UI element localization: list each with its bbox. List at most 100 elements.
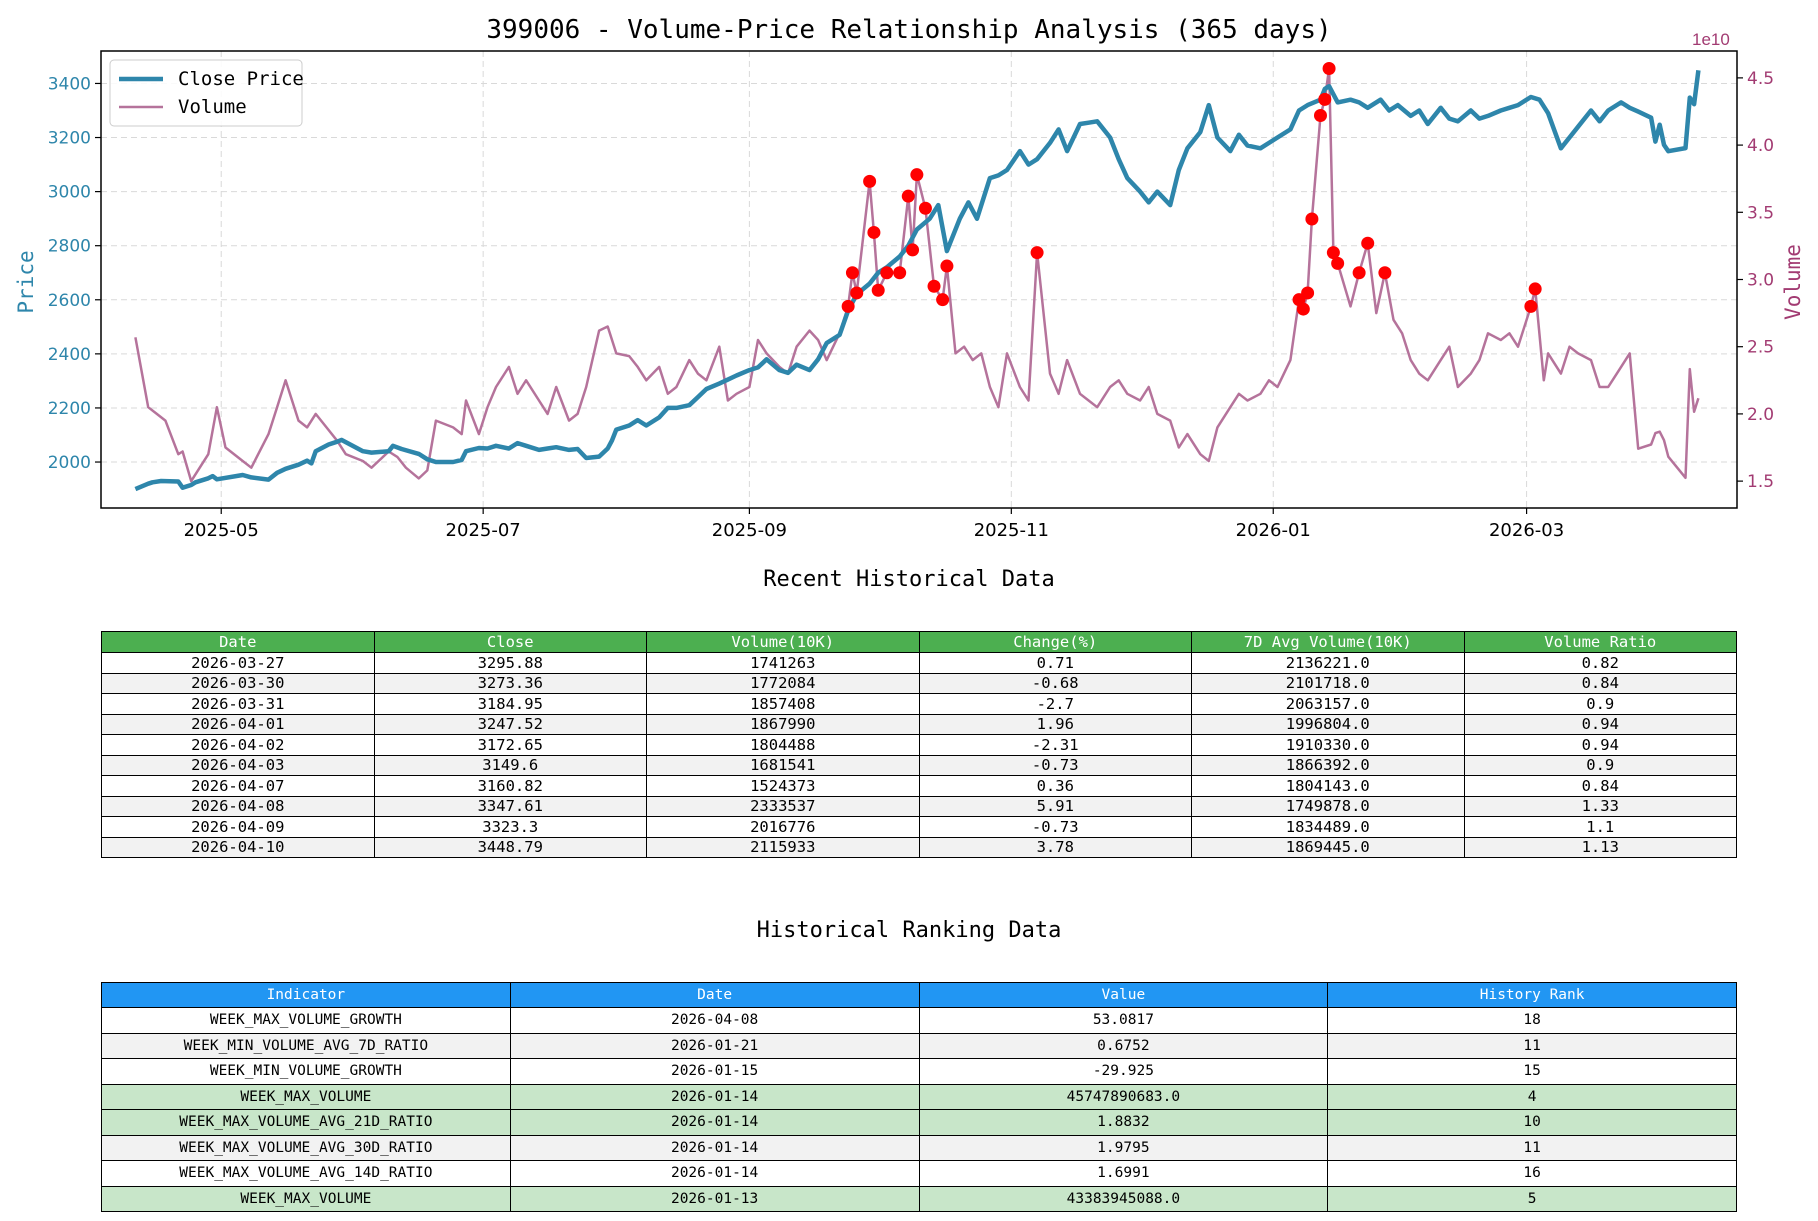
chart-title: 399006 - Volume-Price Relationship Analy… [486,15,1331,45]
table-row: WEEK_MAX_VOLUME_AVG_21D_RATIO 2026-01-14 1… [101,1109,1737,1136]
table-cell: 2026-04-02 [101,734,375,756]
table-row: 2026-03-31 3184.95 1857408 -2.7 2063157.0 0.9 [101,693,1737,715]
volume-spike-marker [893,266,907,280]
table-cell: -0.73 [918,754,1192,776]
table-row: WEEK_MAX_VOLUME 2026-01-14 45747890683.0 4 [101,1083,1737,1110]
table-cell: 1.33 [1463,795,1737,817]
table-cell: 2026-04-09 [101,816,375,838]
volume-tick-label: 4.5 [1747,69,1774,89]
ranking-data-table: Indicator Date Value History Rank WEEK_MAX_… [101,982,1737,1212]
plot-frame [100,50,1738,509]
table-cell: 1.96 [918,713,1192,735]
price-tick-label: 2400 [48,345,91,365]
table-row: 2026-04-07 3160.82 1524373 0.36 1804143.0 0.8… [101,775,1737,797]
table-cell: 0.94 [1463,713,1737,735]
table-cell: WEEK_MAX_VOLUME_GROWTH [101,1007,511,1034]
table-row: WEEK_MAX_VOLUME_AVG_30D_RATIO 2026-01-14 1… [101,1134,1737,1161]
table-cell: 2026-03-27 [101,652,375,674]
table-cell: 1869445.0 [1191,836,1465,858]
table-cell: 3149.6 [373,754,647,776]
column-header: 7D Avg Volume(10K) [1191,631,1465,653]
table-cell: 2026-01-15 [509,1058,920,1085]
table-cell: 3448.79 [373,836,647,858]
table-cell: 1866392.0 [1191,754,1465,776]
table-cell: 1804143.0 [1191,775,1465,797]
table-cell: WEEK_MAX_VOLUME_AVG_21D_RATIO [101,1109,511,1136]
table-cell: 2026-01-14 [509,1160,920,1187]
price-tick-label: 2200 [48,399,91,419]
table-row: WEEK_MAX_VOLUME_AVG_14D_RATIO 2026-01-14 1… [101,1160,1737,1187]
table-cell: 16 [1327,1160,1737,1187]
table-cell: 1.13 [1463,836,1737,858]
table-cell: 1857408 [646,693,920,715]
table-cell: WEEK_MIN_VOLUME_AVG_7D_RATIO [101,1032,511,1059]
table-cell: WEEK_MAX_VOLUME_AVG_14D_RATIO [101,1160,511,1187]
table-row: 2026-04-03 3149.6 1681541 -0.73 1866392.0 0.9 [101,754,1737,776]
volume-spike-marker [1296,302,1310,316]
table-cell: 2026-01-14 [509,1083,920,1110]
table-cell: -2.7 [918,693,1192,715]
column-header: Close [373,631,647,653]
volume-spike-marker [901,189,915,203]
price-tick-label: 2000 [48,453,91,473]
column-header: Indicator [101,982,511,1008]
volume-spike-marker [940,259,954,273]
table-cell: 1.8832 [918,1109,1329,1136]
table-cell: 3160.82 [373,775,647,797]
table-cell: 2026-01-14 [509,1109,920,1136]
close-price-line [134,70,1701,492]
table-row: WEEK_MAX_VOLUME_GROWTH 2026-04-08 53.0817 1… [101,1007,1737,1034]
table-cell: 2016776 [646,816,920,838]
table-cell: 43383945088.0 [918,1185,1329,1212]
table-cell: -2.31 [918,734,1192,756]
table-cell: 0.82 [1463,652,1737,674]
price-axis-label: Price [14,250,38,313]
table-cell: 3347.61 [373,795,647,817]
table-cell: 1996804.0 [1191,713,1465,735]
recent-header-row: Date Close Volume(10K) Change(%) 7D Avg Volu… [101,631,1737,653]
volume-line [134,67,1700,483]
price-tick-label: 3200 [48,129,91,149]
volume-spike-marker [880,266,894,280]
table-cell: 2136221.0 [1191,652,1465,674]
table-cell: 2115933 [646,836,920,858]
table-cell: 0.9 [1463,754,1737,776]
volume-spike-marker [863,174,877,188]
table-cell: 2063157.0 [1191,693,1465,715]
table-cell: 2026-01-13 [509,1185,920,1212]
table-cell: WEEK_MIN_VOLUME_GROWTH [101,1058,511,1085]
table-cell: 1867990 [646,713,920,735]
volume-spike-marker [845,266,859,280]
legend-price-label: Close Price [178,68,304,90]
table-row: WEEK_MIN_VOLUME_AVG_7D_RATIO 2026-01-21 0.… [101,1032,1737,1059]
table-cell: 2026-01-21 [509,1032,920,1059]
volume-spike-marker [1528,282,1542,296]
table-cell: 0.6752 [918,1032,1329,1059]
price-tick-label: 2800 [48,237,91,257]
table-cell: 0.36 [918,775,1192,797]
table-cell: 3184.95 [373,693,647,715]
volume-spike-marker [1318,92,1332,106]
volume-spike-marker [936,293,950,307]
table-cell: 53.0817 [918,1007,1329,1034]
ranking-header-row: Indicator Date Value History Rank [101,982,1737,1008]
volume-spike-marker [1305,212,1319,226]
table-cell: 2026-01-14 [509,1134,920,1161]
volume-spike-marker [906,243,920,257]
table-row: 2026-04-01 3247.52 1867990 1.96 1996804.0 0.9… [101,713,1737,735]
volume-tick-label: 2.5 [1747,338,1774,358]
volume-spike-marker [841,299,855,313]
table-cell: 2026-04-08 [101,795,375,817]
table-cell: 0.9 [1463,693,1737,715]
volume-spike-marker [867,225,881,239]
price-tick-label: 2600 [48,291,91,311]
date-tick-label: 2026-03 [1489,520,1564,541]
volume-spike-markers [841,61,1542,316]
table-cell: 0.84 [1463,775,1737,797]
table-cell: 3.78 [918,836,1192,858]
table-cell: 1749878.0 [1191,795,1465,817]
table-cell: 10 [1327,1109,1737,1136]
table-cell: 2333537 [646,795,920,817]
volume-spike-marker [927,279,941,293]
volume-tick-label: 3.0 [1747,271,1774,291]
